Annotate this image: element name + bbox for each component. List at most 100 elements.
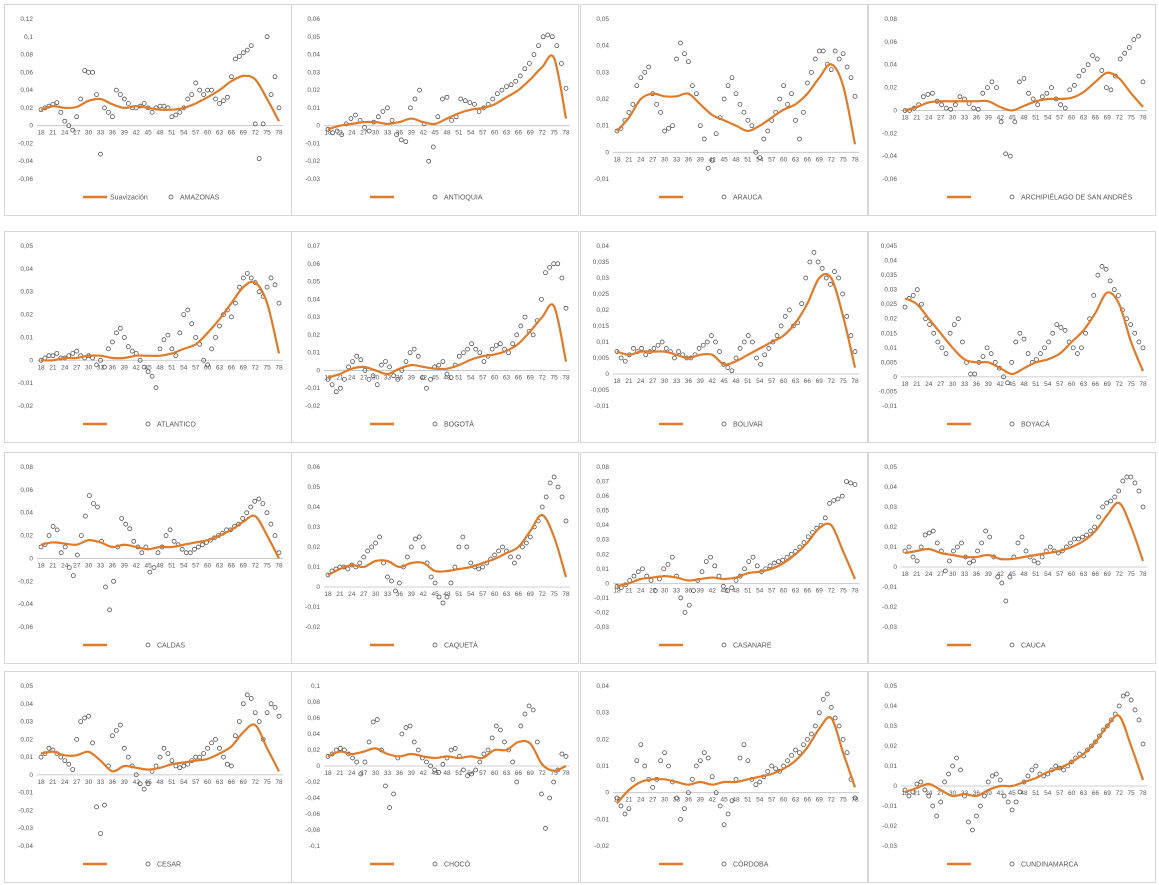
x-tick-label: 60 xyxy=(780,797,788,804)
x-tick-label: 36 xyxy=(973,790,981,797)
data-point xyxy=(980,90,986,96)
x-tick-label: 27 xyxy=(649,156,657,163)
y-tick-label: -0,1 xyxy=(309,843,321,850)
smoothing-curve xyxy=(40,723,280,773)
x-tick-label: 57 xyxy=(479,770,487,777)
y-tick-label: -0,06 xyxy=(18,624,33,631)
y-tick-label: 0,08 xyxy=(20,52,33,59)
x-tick-label: 27 xyxy=(937,790,945,797)
x-tick-label: 51 xyxy=(744,587,752,594)
y-tick-label: 0,035 xyxy=(881,272,898,279)
x-tick-label: 45 xyxy=(431,130,439,137)
chart-panel: 0,05 0,04 0,03 0,02 0,01 0 -0,01 -0,02 -0,03 18 21… xyxy=(868,671,1156,883)
data-point xyxy=(774,333,780,338)
y-tick-label: 0,05 xyxy=(884,683,897,690)
chart-svg: 0,05 0,04 0,03 0,02 0,01 0 -0,01 -0,02 18 21 24 27 3… xyxy=(18,243,283,429)
x-tick-label: 30 xyxy=(949,381,957,388)
legend-series-name: ATLANTICO xyxy=(157,422,196,429)
x-tick-label: 54 xyxy=(1044,114,1052,121)
x-tick-label: 75 xyxy=(839,156,847,163)
data-point xyxy=(462,98,468,104)
data-point xyxy=(682,610,688,615)
x-tick-label: 63 xyxy=(216,779,224,786)
y-tick-label: 0,045 xyxy=(881,243,898,250)
data-point xyxy=(236,719,242,724)
data-point xyxy=(539,296,544,302)
y-tick-label: 0,02 xyxy=(884,85,897,92)
smoothing-curve xyxy=(40,514,280,559)
data-point xyxy=(729,368,735,374)
data-point xyxy=(559,275,565,281)
data-point xyxy=(1054,322,1060,327)
x-tick-label: 72 xyxy=(828,156,836,163)
data-point xyxy=(161,745,167,751)
data-point xyxy=(1046,339,1051,345)
x-tick-label: 45 xyxy=(431,374,439,381)
data-point xyxy=(1136,339,1142,345)
y-tick-label: 0 xyxy=(605,790,609,797)
legend-point-marker xyxy=(721,421,727,427)
x-tick-label: 42 xyxy=(997,571,1005,578)
y-tick-label: 0,04 xyxy=(596,683,609,690)
data-point xyxy=(536,43,541,49)
data-point xyxy=(70,767,76,772)
x-tick-label: 72 xyxy=(539,130,547,137)
y-tick-label: 0,03 xyxy=(884,504,897,511)
data-point xyxy=(799,301,805,306)
x-tick-label: 48 xyxy=(732,797,740,804)
data-point xyxy=(233,56,238,62)
y-tick-label: 0,06 xyxy=(20,69,33,76)
data-point xyxy=(930,528,936,534)
smoothing-curve xyxy=(616,522,857,588)
data-point xyxy=(765,768,771,774)
data-point xyxy=(1029,767,1035,773)
data-point xyxy=(494,91,500,97)
chart-svg: 0,12 0,1 0,08 0,06 0,04 0,02 0 -0,02 -0,04 -0,06 1… xyxy=(18,16,283,202)
y-tick-label: 0,03 xyxy=(884,723,897,730)
x-tick-label: 42 xyxy=(133,364,141,371)
y-tick-label: 0,04 xyxy=(20,701,33,708)
data-point xyxy=(729,585,735,591)
data-point xyxy=(807,259,813,265)
data-point xyxy=(669,554,675,560)
data-point xyxy=(489,735,495,741)
x-tick-label: 18 xyxy=(37,130,45,137)
x-tick-label: 39 xyxy=(985,381,993,388)
data-point xyxy=(177,109,183,115)
y-tick-label: 0,035 xyxy=(593,259,610,266)
data-point xyxy=(805,80,810,86)
data-point xyxy=(497,341,503,347)
data-point xyxy=(362,125,367,130)
x-tick-label: 33 xyxy=(961,114,969,121)
x-tick-label: 57 xyxy=(479,591,487,598)
data-point xyxy=(465,346,470,352)
data-point xyxy=(361,554,367,560)
x-tick-label: 69 xyxy=(1104,381,1112,388)
chart-panel: 0,06 0,05 0,04 0,03 0,02 0,01 0 -0,01 -0,02 18 21 2… xyxy=(291,452,579,664)
data-point xyxy=(1091,293,1097,298)
data-point xyxy=(473,767,479,773)
data-point xyxy=(699,569,705,575)
data-point xyxy=(173,353,179,359)
data-point xyxy=(244,47,250,53)
x-tick-label: 24 xyxy=(348,374,356,381)
x-tick-label: 27 xyxy=(649,378,657,385)
data-point xyxy=(440,600,446,606)
data-point xyxy=(922,787,928,793)
data-point xyxy=(531,52,537,57)
chart-svg: 0,06 0,05 0,04 0,03 0,02 0,01 0 -0,01 -0,02 -0,03… xyxy=(305,16,570,202)
x-tick-label: 69 xyxy=(240,364,248,371)
x-tick-label: 75 xyxy=(1127,381,1135,388)
data-point xyxy=(547,480,553,486)
y-tick-label: 0,04 xyxy=(307,296,320,303)
legend-point-marker xyxy=(432,421,438,427)
x-tick-label: 45 xyxy=(1008,381,1016,388)
data-point xyxy=(930,90,935,96)
data-point xyxy=(690,776,695,782)
data-point xyxy=(1013,339,1019,345)
data-point xyxy=(551,779,557,785)
x-tick-label: 66 xyxy=(228,779,236,786)
data-point xyxy=(129,348,135,354)
data-point xyxy=(256,496,262,502)
data-point xyxy=(551,474,557,480)
